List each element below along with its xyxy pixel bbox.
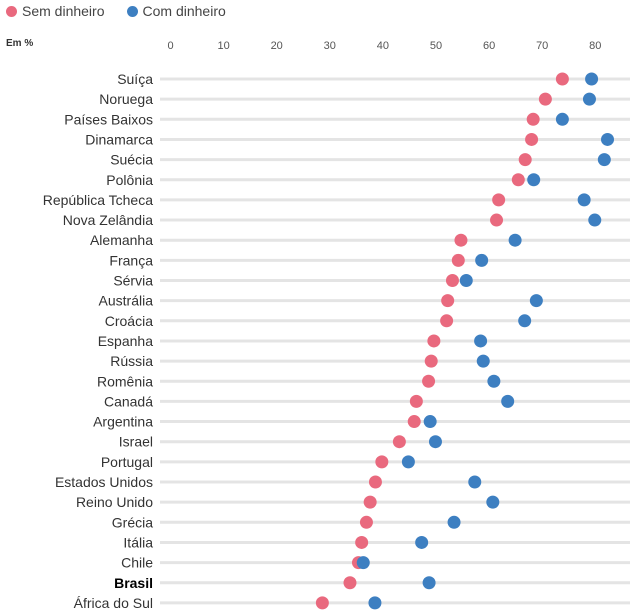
point-com-dinheiro	[468, 475, 482, 489]
point-sem-dinheiro	[518, 153, 532, 167]
legend-label-com: Com dinheiro	[142, 3, 226, 19]
legend-label-sem: Sem dinheiro	[22, 3, 105, 19]
unit-label: Em %	[6, 38, 34, 49]
point-com-dinheiro	[459, 274, 473, 287]
category-label: Croácia	[105, 313, 153, 329]
point-com-dinheiro	[476, 354, 490, 368]
point-com-dinheiro	[582, 92, 596, 106]
point-sem-dinheiro	[492, 193, 506, 207]
category-label: Estados Unidos	[55, 474, 153, 490]
category-label: Noruega	[99, 91, 153, 107]
point-sem-dinheiro	[409, 394, 423, 408]
point-com-dinheiro	[529, 294, 543, 308]
category-label: França	[109, 252, 153, 268]
point-com-dinheiro	[588, 213, 602, 227]
point-sem-dinheiro	[445, 274, 459, 287]
x-tick-label: 50	[430, 40, 442, 52]
category-label: Países Baixos	[64, 111, 153, 127]
point-sem-dinheiro	[451, 253, 465, 267]
point-com-dinheiro	[577, 193, 591, 207]
category-label: Polônia	[106, 172, 153, 188]
category-label: Austrália	[99, 293, 154, 309]
point-com-dinheiro	[401, 455, 415, 469]
point-sem-dinheiro	[511, 173, 525, 187]
category-label: África do Sul	[74, 595, 153, 611]
category-label: Grécia	[112, 514, 153, 530]
category-label: Itália	[123, 534, 153, 550]
point-com-dinheiro	[447, 515, 461, 529]
point-com-dinheiro	[475, 253, 489, 267]
category-label: Brasil	[114, 575, 153, 591]
x-tick-label: 80	[589, 40, 601, 52]
point-com-dinheiro	[487, 374, 501, 388]
point-com-dinheiro	[423, 415, 437, 429]
legend: Sem dinheiro Com dinheiro	[6, 2, 248, 20]
point-sem-dinheiro	[368, 475, 382, 489]
category-label: Reino Unido	[76, 494, 153, 510]
category-label: Portugal	[101, 454, 153, 470]
point-sem-dinheiro	[375, 455, 389, 469]
point-sem-dinheiro	[440, 314, 454, 328]
point-sem-dinheiro	[359, 515, 373, 529]
x-tick-label: 10	[217, 40, 229, 52]
legend-dot-sem	[6, 5, 17, 17]
point-sem-dinheiro	[392, 435, 406, 449]
point-com-dinheiro	[555, 112, 569, 126]
category-label: Suécia	[110, 152, 153, 168]
point-com-dinheiro	[585, 72, 599, 86]
point-com-dinheiro	[368, 596, 382, 610]
x-tick-label: 20	[271, 40, 283, 52]
point-com-dinheiro	[597, 153, 611, 167]
category-label: Sérvia	[113, 273, 153, 289]
point-sem-dinheiro	[526, 112, 540, 126]
point-com-dinheiro	[428, 435, 442, 449]
category-label: Dinamarca	[85, 131, 153, 147]
category-label: Israel	[119, 434, 153, 450]
legend-item-com: Com dinheiro	[126, 3, 226, 19]
point-sem-dinheiro	[424, 354, 438, 368]
point-com-dinheiro	[518, 314, 532, 328]
x-tick-label: 70	[536, 40, 548, 52]
category-label: Rússia	[110, 353, 153, 369]
point-com-dinheiro	[508, 233, 522, 247]
point-com-dinheiro	[415, 535, 429, 549]
legend-item-sem: Sem dinheiro	[6, 3, 105, 19]
x-tick-label: 30	[324, 40, 336, 52]
point-sem-dinheiro	[538, 92, 552, 106]
point-com-dinheiro	[501, 394, 515, 408]
point-com-dinheiro	[527, 173, 541, 187]
point-sem-dinheiro	[525, 132, 539, 146]
point-com-dinheiro	[486, 495, 500, 509]
point-sem-dinheiro	[490, 213, 504, 227]
point-sem-dinheiro	[315, 596, 329, 610]
point-sem-dinheiro	[343, 576, 357, 590]
point-sem-dinheiro	[427, 334, 441, 348]
point-com-dinheiro	[474, 334, 488, 348]
point-com-dinheiro	[356, 556, 370, 570]
point-sem-dinheiro	[422, 374, 436, 388]
point-sem-dinheiro	[555, 72, 569, 86]
x-tick-label: 60	[483, 40, 495, 52]
category-label: Argentina	[93, 414, 153, 430]
category-label: Suíça	[117, 71, 153, 87]
category-label: Chile	[121, 555, 153, 571]
point-sem-dinheiro	[454, 233, 468, 247]
point-com-dinheiro	[601, 132, 615, 146]
point-sem-dinheiro	[355, 535, 369, 549]
category-label: Espanha	[98, 333, 153, 349]
point-sem-dinheiro	[363, 495, 377, 509]
x-tick-label: 40	[377, 40, 389, 52]
point-sem-dinheiro	[441, 294, 455, 308]
category-label: Alemanha	[90, 232, 153, 248]
category-label: Canadá	[104, 393, 153, 409]
category-label: Romênia	[97, 373, 153, 389]
legend-dot-com	[126, 5, 138, 17]
category-label: República Tcheca	[43, 192, 153, 208]
x-tick-label: 0	[167, 40, 173, 52]
point-sem-dinheiro	[407, 415, 421, 429]
category-label: Nova Zelândia	[63, 212, 153, 228]
point-com-dinheiro	[422, 576, 436, 590]
